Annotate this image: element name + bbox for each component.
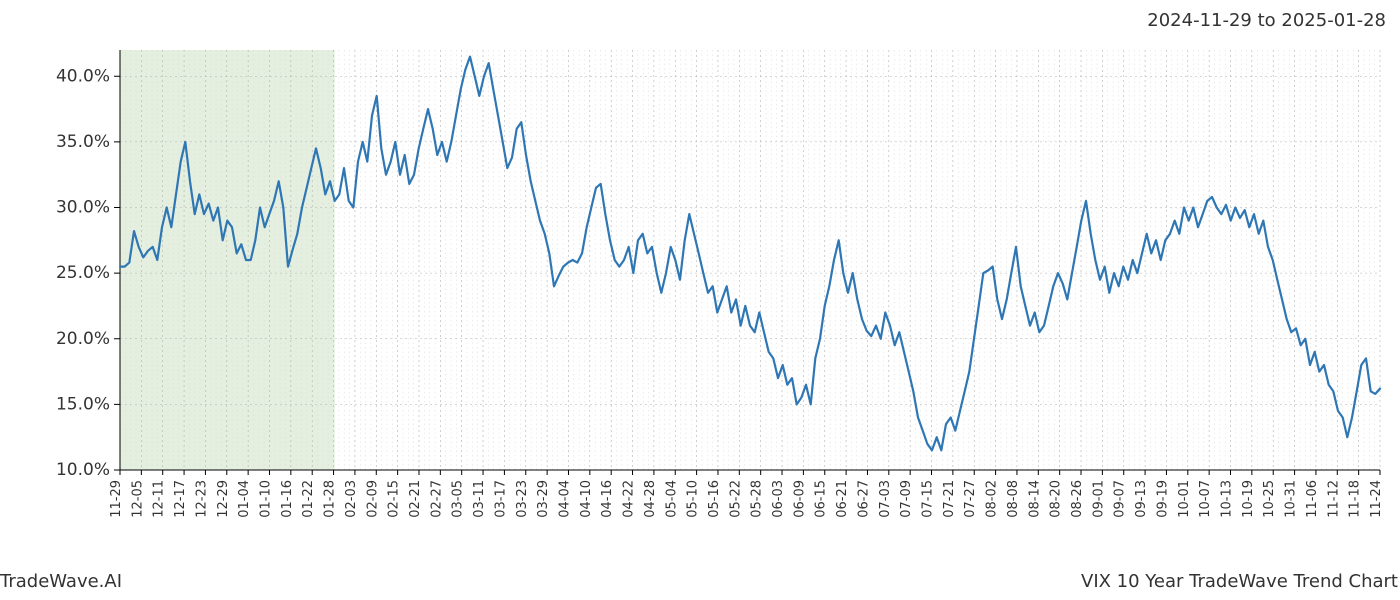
svg-text:11-12: 11-12 — [1326, 480, 1341, 518]
svg-text:08-26: 08-26 — [1070, 480, 1085, 518]
svg-text:02-03: 02-03 — [344, 480, 359, 518]
svg-text:08-14: 08-14 — [1027, 480, 1042, 518]
date-range-label: 2024-11-29 to 2025-01-28 — [1147, 10, 1386, 31]
svg-text:07-27: 07-27 — [963, 480, 978, 518]
svg-text:04-04: 04-04 — [557, 480, 572, 518]
svg-text:05-10: 05-10 — [686, 480, 701, 518]
svg-text:02-15: 02-15 — [387, 480, 402, 518]
svg-text:04-10: 04-10 — [579, 480, 594, 518]
svg-text:06-21: 06-21 — [835, 480, 850, 518]
svg-text:03-17: 03-17 — [493, 480, 508, 518]
svg-text:02-21: 02-21 — [408, 480, 423, 518]
footer-title: VIX 10 Year TradeWave Trend Chart — [1081, 571, 1398, 592]
svg-text:09-13: 09-13 — [1134, 480, 1149, 518]
svg-text:06-03: 06-03 — [771, 480, 786, 518]
svg-text:05-22: 05-22 — [728, 480, 743, 518]
svg-text:01-16: 01-16 — [280, 480, 295, 518]
svg-text:12-23: 12-23 — [194, 480, 209, 518]
svg-text:04-22: 04-22 — [622, 480, 637, 518]
svg-text:12-11: 12-11 — [152, 480, 167, 518]
svg-text:10-31: 10-31 — [1284, 480, 1299, 518]
svg-text:05-16: 05-16 — [707, 480, 722, 518]
svg-text:35.0%: 35.0% — [56, 132, 110, 152]
svg-text:03-05: 03-05 — [451, 480, 466, 518]
x-tick-labels: 11-29 12-05 12-11 12-17 12-23 12-29 01-04 01-10… — [109, 470, 1384, 518]
svg-text:11-29: 11-29 — [109, 480, 124, 518]
svg-text:06-09: 06-09 — [792, 480, 807, 518]
svg-text:03-23: 03-23 — [515, 480, 530, 518]
svg-text:09-19: 09-19 — [1155, 480, 1170, 518]
svg-text:02-09: 02-09 — [365, 480, 380, 518]
svg-text:10-13: 10-13 — [1220, 480, 1235, 518]
svg-text:10.0%: 10.0% — [56, 460, 110, 480]
svg-text:12-17: 12-17 — [173, 480, 188, 518]
svg-text:07-15: 07-15 — [921, 480, 936, 518]
svg-text:10-01: 10-01 — [1177, 480, 1192, 518]
svg-text:15.0%: 15.0% — [56, 394, 110, 414]
svg-text:10-07: 10-07 — [1198, 480, 1213, 518]
svg-text:07-09: 07-09 — [899, 480, 914, 518]
svg-text:08-08: 08-08 — [1006, 480, 1021, 518]
svg-text:01-22: 01-22 — [301, 480, 316, 518]
svg-text:10-25: 10-25 — [1262, 480, 1277, 518]
svg-text:02-27: 02-27 — [429, 480, 444, 518]
svg-text:11-24: 11-24 — [1369, 480, 1384, 518]
svg-text:10-19: 10-19 — [1241, 480, 1256, 518]
svg-text:05-04: 05-04 — [664, 480, 679, 518]
svg-text:06-15: 06-15 — [814, 480, 829, 518]
svg-text:03-29: 03-29 — [536, 480, 551, 518]
y-tick-labels: 10.0% 15.0% 20.0% 25.0% 30.0% 35.0% 40.0% — [56, 66, 120, 480]
svg-text:08-02: 08-02 — [985, 480, 1000, 518]
footer-brand: TradeWave.AI — [0, 571, 122, 592]
svg-text:04-28: 04-28 — [643, 480, 658, 518]
svg-text:07-03: 07-03 — [878, 480, 893, 518]
svg-text:09-07: 09-07 — [1113, 480, 1128, 518]
svg-text:03-11: 03-11 — [472, 480, 487, 518]
svg-text:12-05: 12-05 — [130, 480, 145, 518]
svg-text:30.0%: 30.0% — [56, 198, 110, 218]
svg-text:11-18: 11-18 — [1348, 480, 1363, 518]
svg-text:11-06: 11-06 — [1305, 480, 1320, 518]
svg-text:01-10: 01-10 — [258, 480, 273, 518]
svg-text:01-28: 01-28 — [323, 480, 338, 518]
svg-text:01-04: 01-04 — [237, 480, 252, 518]
svg-text:20.0%: 20.0% — [56, 329, 110, 349]
svg-text:40.0%: 40.0% — [56, 66, 110, 86]
svg-text:05-28: 05-28 — [750, 480, 765, 518]
svg-text:25.0%: 25.0% — [56, 263, 110, 283]
trend-chart: 10.0% 15.0% 20.0% 25.0% 30.0% 35.0% 40.0% 11-29… — [0, 0, 1400, 600]
svg-text:04-16: 04-16 — [600, 480, 615, 518]
svg-text:12-29: 12-29 — [216, 480, 231, 518]
svg-text:07-21: 07-21 — [942, 480, 957, 518]
svg-text:08-20: 08-20 — [1049, 480, 1064, 518]
svg-text:09-01: 09-01 — [1091, 480, 1106, 518]
svg-text:06-27: 06-27 — [856, 480, 871, 518]
